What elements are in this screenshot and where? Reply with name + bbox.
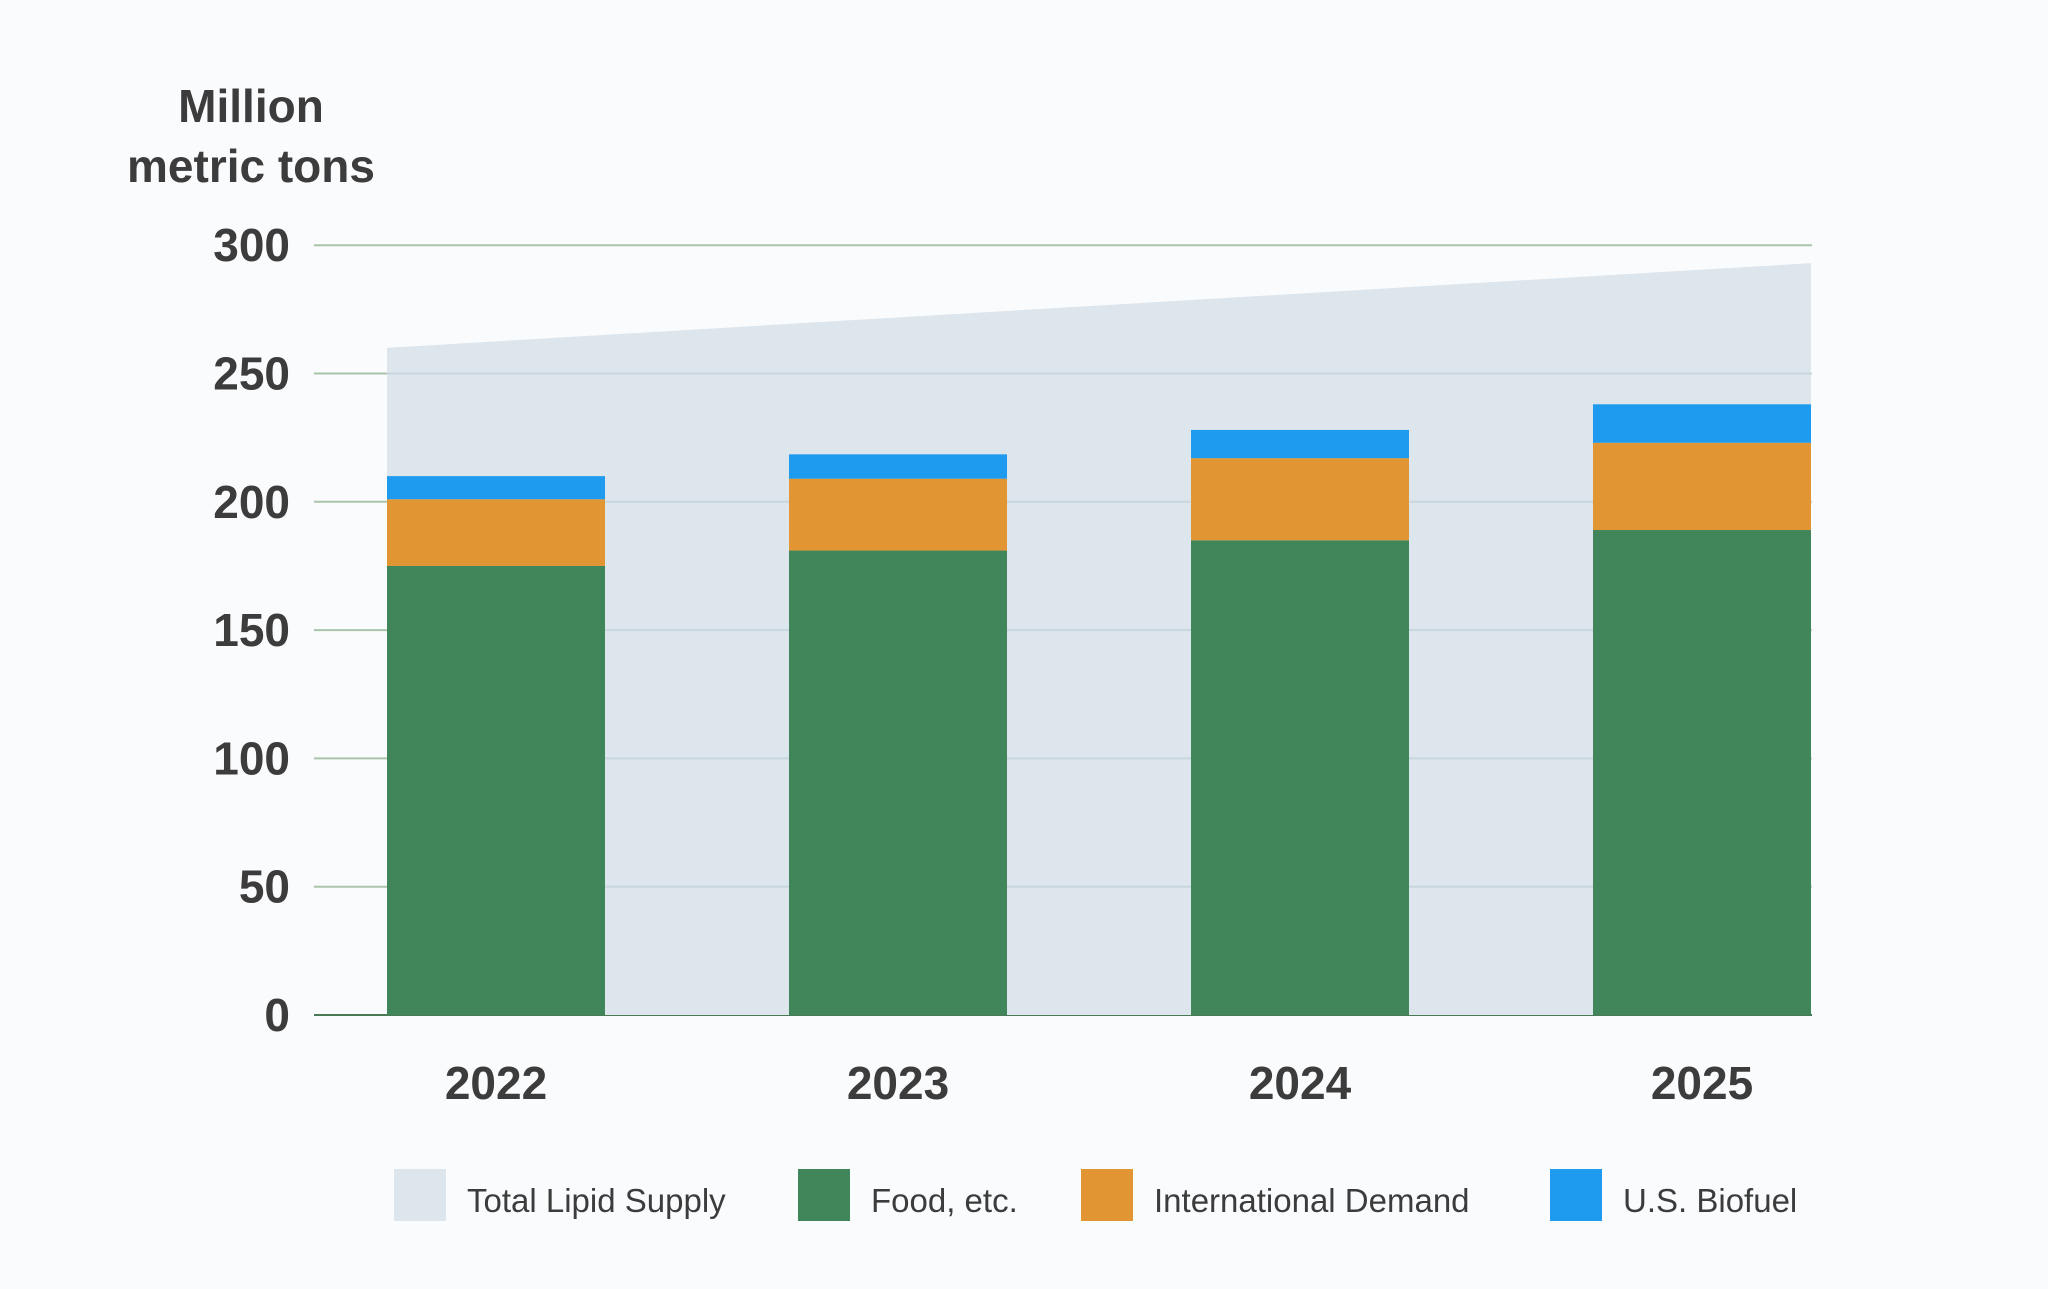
legend-swatch bbox=[1550, 1169, 1602, 1221]
bar-u-s-biofuel2022 bbox=[387, 476, 605, 500]
bar-international-demand2023 bbox=[789, 478, 1007, 551]
bar-food-etc-2024 bbox=[1191, 540, 1409, 1015]
bar-u-s-biofuel2025 bbox=[1593, 404, 1811, 443]
x-tick-label: 2022 bbox=[445, 1057, 547, 1109]
x-tick-label: 2023 bbox=[847, 1057, 949, 1109]
y-tick-label: 250 bbox=[213, 348, 290, 400]
bar-food-etc-2025 bbox=[1593, 530, 1811, 1015]
bar-international-demand2022 bbox=[387, 499, 605, 566]
y-axis-label-line2: metric tons bbox=[127, 140, 375, 192]
legend-swatch bbox=[798, 1169, 850, 1221]
legend-label: Total Lipid Supply bbox=[467, 1182, 726, 1219]
y-tick-label: 200 bbox=[213, 476, 290, 528]
legend-label: U.S. Biofuel bbox=[1623, 1182, 1797, 1219]
y-tick-label: 100 bbox=[213, 732, 290, 784]
total-lipid-supply-area bbox=[387, 263, 1811, 1015]
legend-label: Food, etc. bbox=[871, 1182, 1018, 1219]
x-tick-label: 2024 bbox=[1249, 1057, 1352, 1109]
bar-international-demand2024 bbox=[1191, 458, 1409, 541]
bar-food-etc-2023 bbox=[789, 550, 1007, 1015]
bar-u-s-biofuel2024 bbox=[1191, 429, 1409, 459]
y-axis-label-line1: Million bbox=[178, 80, 324, 132]
legend-label: International Demand bbox=[1154, 1182, 1470, 1219]
y-tick-label: 50 bbox=[239, 861, 290, 913]
bar-u-s-biofuel2023 bbox=[789, 454, 1007, 479]
bar-international-demand2025 bbox=[1593, 442, 1811, 531]
legend-swatch bbox=[1081, 1169, 1133, 1221]
x-tick-label: 2025 bbox=[1651, 1057, 1753, 1109]
bar-food-etc-2022 bbox=[387, 565, 605, 1015]
y-tick-label: 0 bbox=[264, 989, 290, 1041]
legend-swatch bbox=[394, 1169, 446, 1221]
y-tick-label: 150 bbox=[213, 604, 290, 656]
y-tick-label: 300 bbox=[213, 219, 290, 271]
